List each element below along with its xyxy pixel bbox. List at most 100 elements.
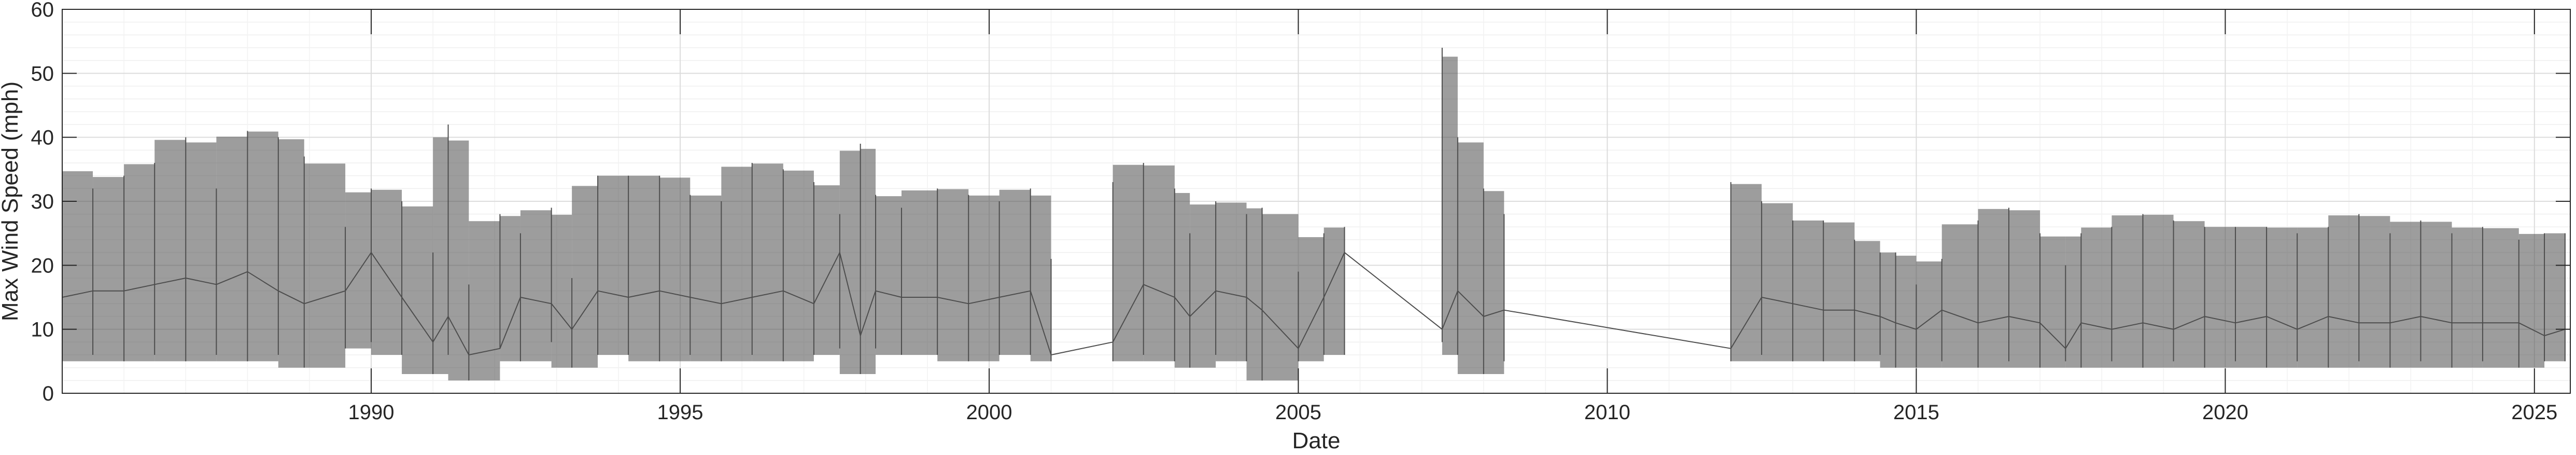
- range-band-segment: [154, 140, 186, 362]
- range-band-segment: [402, 206, 433, 374]
- range-band-segment: [1941, 224, 1978, 368]
- range-band-segment: [1880, 252, 1896, 368]
- range-band-segment: [2008, 210, 2040, 368]
- range-band-segment: [2173, 221, 2205, 368]
- range-band-segment: [2518, 233, 2545, 368]
- range-band-segment: [968, 195, 1000, 362]
- range-band-segment: [2420, 222, 2452, 368]
- range-band-segment: [62, 171, 93, 362]
- range-band-segment: [433, 137, 448, 374]
- range-band-segment: [937, 189, 969, 362]
- range-band-segment: [721, 167, 752, 362]
- x-tick-label: 2005: [1275, 401, 1321, 424]
- range-band-segment: [572, 186, 598, 368]
- range-band-segment: [1823, 222, 1855, 362]
- range-band-segment: [1793, 220, 1824, 362]
- range-band-segment: [1216, 202, 1247, 362]
- daily-range-band: [62, 48, 2566, 381]
- range-band-segment: [520, 210, 552, 362]
- range-band-segment: [2267, 227, 2298, 368]
- y-tick-label: 0: [43, 382, 54, 405]
- range-band-segment: [813, 185, 840, 355]
- y-tick-label: 60: [31, 0, 54, 21]
- range-band-segment: [345, 192, 372, 349]
- range-band-segment: [839, 150, 861, 374]
- y-tick-label: 40: [31, 127, 54, 149]
- range-band-segment: [1030, 195, 1051, 362]
- range-band-segment: [2452, 227, 2483, 368]
- range-band-segment: [1457, 142, 1484, 374]
- range-band-segment: [247, 131, 278, 362]
- range-band-segment: [2359, 216, 2390, 368]
- range-band-segment: [860, 148, 876, 374]
- range-band-segment: [1895, 255, 1917, 368]
- range-band-segment: [1174, 192, 1190, 368]
- range-band-segment: [1143, 165, 1175, 362]
- plot-area: [62, 9, 2571, 394]
- x-tick-label: 2025: [2511, 401, 2557, 424]
- range-band-segment: [2065, 236, 2081, 368]
- range-band-segment: [901, 190, 938, 355]
- x-axis-label: Date: [1292, 428, 1341, 453]
- range-band-segment: [371, 189, 402, 355]
- range-band-segment: [876, 196, 902, 355]
- y-tick-label: 50: [31, 62, 54, 85]
- range-band-segment: [551, 214, 572, 368]
- range-band-segment: [2204, 227, 2236, 368]
- range-band-segment: [1262, 214, 1299, 381]
- range-band-segment: [448, 140, 469, 381]
- range-band-segment: [2143, 214, 2174, 368]
- range-band-segment: [2112, 215, 2143, 368]
- range-band-segment: [1978, 209, 2009, 368]
- range-band-segment: [1190, 204, 1216, 368]
- range-band-segment: [278, 139, 304, 368]
- axis-ticks: [62, 9, 2570, 394]
- x-tick-label: 1990: [348, 401, 395, 424]
- x-tick-label: 2020: [2202, 401, 2248, 424]
- range-band-segment: [1113, 164, 1144, 362]
- range-band-segment: [1854, 241, 1880, 362]
- range-band-segment: [783, 170, 814, 362]
- x-tick-label: 2000: [966, 401, 1012, 424]
- range-band-segment: [1298, 237, 1324, 362]
- range-band-segment: [500, 216, 520, 362]
- range-band-segment: [2482, 228, 2519, 368]
- range-band-segment: [1324, 227, 1345, 355]
- range-band-segment: [690, 195, 722, 362]
- range-band-segment: [124, 164, 155, 362]
- y-tick-label: 20: [31, 254, 54, 277]
- range-band-segment: [93, 177, 124, 362]
- range-band-segment: [1762, 203, 1793, 362]
- range-band-segment: [1442, 57, 1458, 355]
- range-band-segment: [2297, 227, 2329, 368]
- x-tick-labels: 1990 1995 2000 2005 2010 2015 2020 2025: [348, 401, 2558, 424]
- x-tick-label: 2010: [1584, 401, 1630, 424]
- range-band-segment: [659, 177, 691, 362]
- range-band-segment: [2544, 233, 2565, 362]
- y-tick-label: 30: [31, 190, 54, 213]
- x-tick-label: 2015: [1893, 401, 1939, 424]
- x-tick-label: 1995: [657, 401, 703, 424]
- range-band-segment: [999, 189, 1031, 355]
- range-band-segment: [216, 136, 248, 362]
- y-tick-label: 10: [31, 319, 54, 341]
- wind-speed-series-line: [62, 252, 2566, 355]
- range-band-segment: [1483, 191, 1504, 374]
- range-band-segment: [1246, 208, 1262, 381]
- range-band-segment: [1730, 184, 1762, 362]
- range-band-segment: [752, 163, 783, 362]
- range-band-segment: [2235, 227, 2267, 368]
- range-band-segment: [2040, 236, 2066, 368]
- range-band-segment: [469, 221, 500, 381]
- range-band-segment: [2328, 215, 2359, 368]
- range-band-segment: [186, 142, 217, 362]
- y-tick-labels: 0 10 20 30 40 50 60: [31, 0, 54, 405]
- range-band-segment: [2081, 227, 2112, 368]
- range-band-segment: [1916, 261, 1942, 368]
- range-band-segment: [628, 175, 660, 362]
- y-axis-label: Max Wind Speed (mph): [0, 81, 23, 321]
- range-band-segment: [2390, 222, 2421, 368]
- range-band-segment: [304, 163, 346, 368]
- range-band-segment: [598, 175, 629, 355]
